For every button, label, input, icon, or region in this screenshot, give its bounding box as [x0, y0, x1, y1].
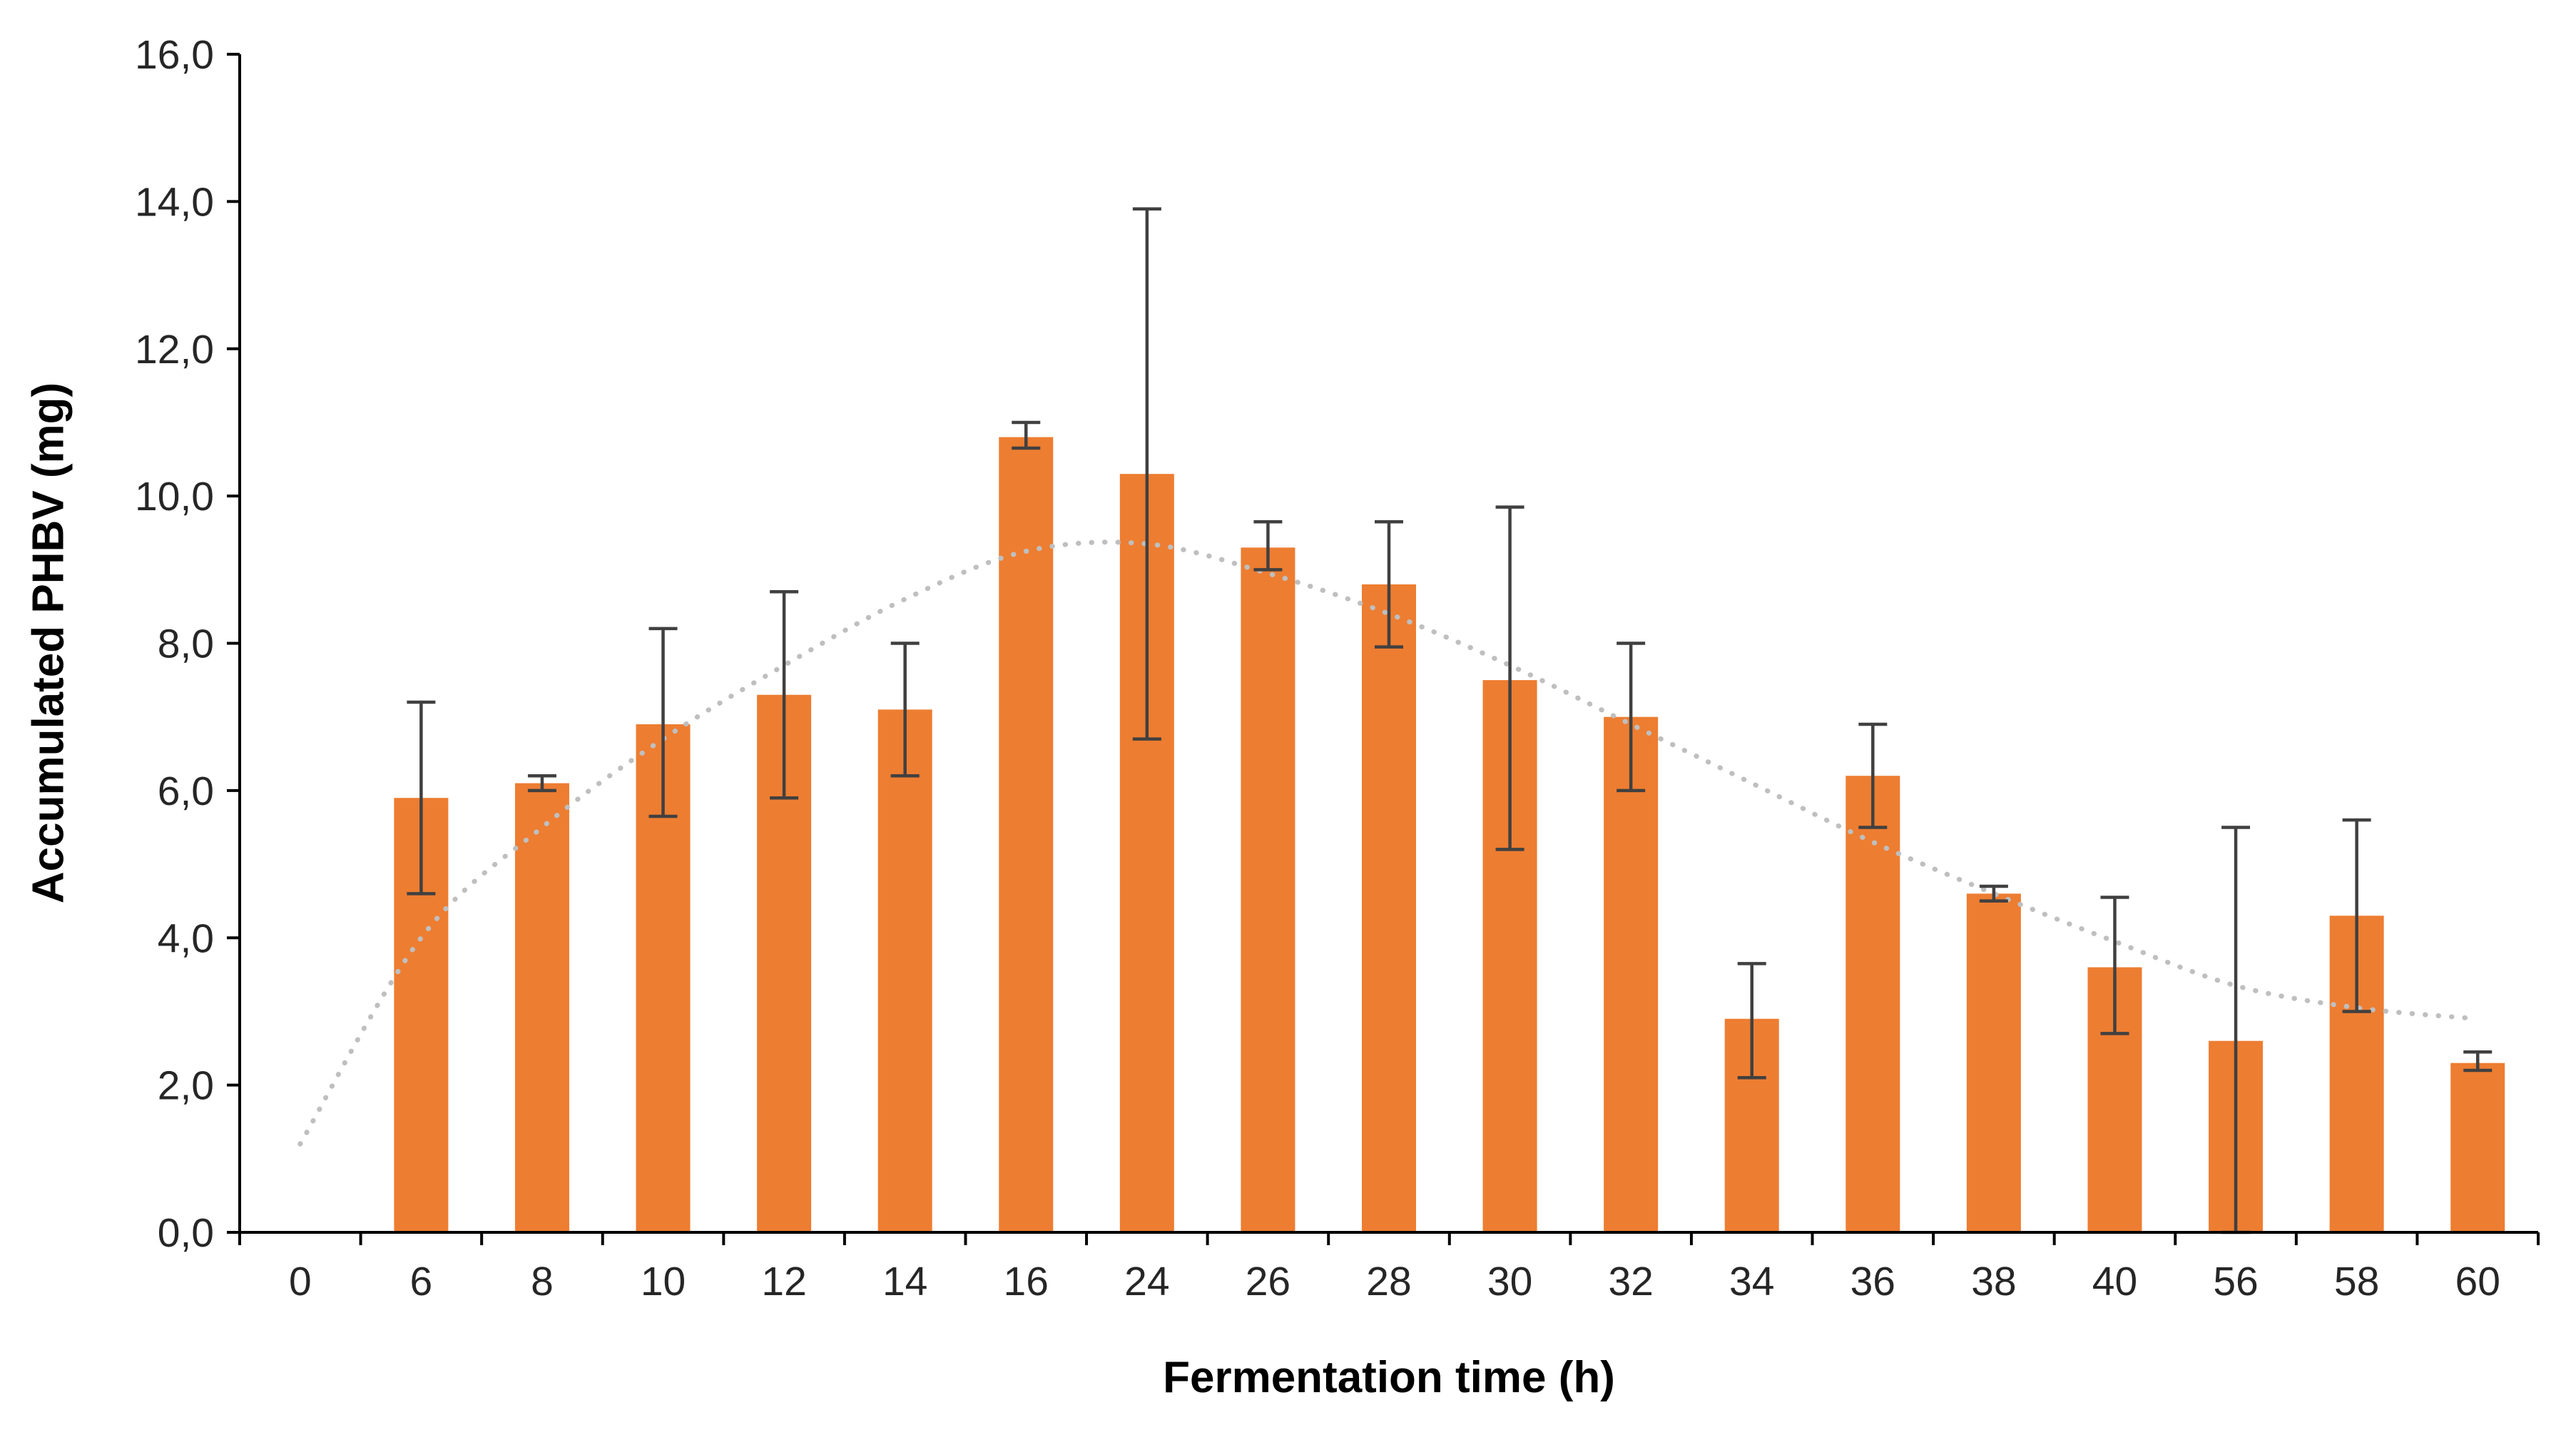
y-tick-label: 6,0: [158, 769, 214, 814]
y-tick-label: 16,0: [135, 32, 214, 78]
x-tick-label: 8: [531, 1259, 554, 1304]
x-tick-label: 28: [1366, 1259, 1411, 1304]
x-tick-label: 30: [1487, 1259, 1532, 1304]
bar: [1241, 547, 1295, 1232]
y-tick-label: 0,0: [158, 1210, 214, 1256]
y-tick-label: 2,0: [158, 1063, 214, 1109]
x-tick-label: 6: [410, 1259, 433, 1304]
y-tick-label: 4,0: [158, 916, 214, 961]
x-tick-label: 12: [761, 1259, 806, 1304]
x-tick-label: 0: [289, 1259, 312, 1304]
x-tick-label: 38: [1971, 1259, 2016, 1304]
trendline: [297, 539, 2480, 1147]
bar: [1846, 776, 1900, 1232]
x-tick-label: 34: [1729, 1259, 1774, 1304]
x-tick-label: 60: [2455, 1259, 2500, 1304]
x-tick-label: 26: [1246, 1259, 1290, 1304]
x-tick-label: 40: [2092, 1259, 2137, 1304]
bar: [877, 709, 932, 1232]
x-tick-label: 58: [2334, 1259, 2379, 1304]
x-tick-label: 14: [882, 1259, 927, 1304]
bar: [1604, 716, 1659, 1232]
bar: [514, 783, 569, 1232]
x-axis-title: Fermentation time (h): [1163, 1353, 1615, 1402]
x-tick-label: 36: [1850, 1259, 1895, 1304]
x-tick-label: 24: [1124, 1259, 1169, 1304]
bar: [2450, 1063, 2505, 1232]
y-axis-title: Accumulated PHBV (mg): [24, 382, 73, 904]
bar: [1362, 584, 1416, 1232]
bar: [999, 437, 1054, 1233]
y-tick-label: 8,0: [158, 622, 214, 667]
y-tick-label: 10,0: [135, 474, 214, 519]
x-tick-label: 16: [1004, 1259, 1049, 1304]
x-tick-label: 56: [2213, 1259, 2258, 1304]
x-tick-label: 32: [1608, 1259, 1653, 1304]
bar: [1966, 893, 2021, 1232]
y-tick-label: 14,0: [135, 179, 214, 225]
x-tick-label: 10: [641, 1259, 686, 1304]
y-tick-label: 12,0: [135, 327, 214, 372]
